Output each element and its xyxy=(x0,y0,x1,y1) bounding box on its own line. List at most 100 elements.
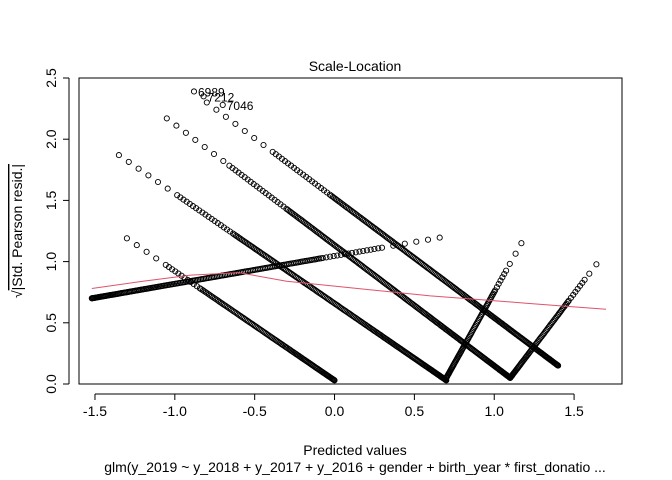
data-point xyxy=(220,224,227,231)
y-tick-label: 1.0 xyxy=(43,252,59,272)
y-tick-label: 0.0 xyxy=(43,374,59,394)
data-point xyxy=(363,247,370,254)
data-point xyxy=(375,245,382,252)
data-point xyxy=(258,250,265,257)
data-point xyxy=(413,238,420,245)
outlier-point xyxy=(190,88,198,95)
y-tick-label: 1.5 xyxy=(43,190,59,210)
y-tick-label: 2.5 xyxy=(43,68,59,88)
data-point xyxy=(154,178,162,186)
data-point xyxy=(182,129,189,136)
data-point xyxy=(226,228,234,235)
data-point xyxy=(497,277,504,284)
x-axis: -1.5 -1.0 -0.5 0.0 0.5 1.0 1.5 xyxy=(83,393,584,419)
rising-band-low xyxy=(88,234,443,302)
y-tick-label: 2.0 xyxy=(43,129,59,149)
data-point xyxy=(367,246,374,253)
data-point xyxy=(196,285,203,292)
data-point xyxy=(506,260,513,267)
falling-band-3 xyxy=(163,115,514,381)
data-point xyxy=(259,251,266,258)
data-point xyxy=(241,127,248,135)
data-point xyxy=(476,315,483,322)
data-point xyxy=(564,299,571,306)
outlier-label: 7212 xyxy=(208,90,235,104)
data-point xyxy=(319,254,326,262)
data-point xyxy=(424,236,432,243)
data-point xyxy=(501,270,508,278)
data-point xyxy=(133,242,140,249)
data-point xyxy=(163,115,170,122)
smoother-line xyxy=(91,272,607,310)
data-point xyxy=(371,245,378,253)
data-point xyxy=(169,266,176,273)
data-point xyxy=(216,298,223,305)
data-point xyxy=(115,152,122,159)
data-point xyxy=(201,143,208,151)
outlier-label: 7046 xyxy=(227,99,254,113)
outlier-label: 6989 xyxy=(198,85,225,99)
data-point xyxy=(323,254,330,261)
data-point xyxy=(246,241,253,249)
y-axis-label-text: |Std. Pearson resid.| xyxy=(9,164,25,290)
data-point xyxy=(199,209,206,216)
data-point xyxy=(239,236,246,243)
data-point xyxy=(586,270,593,277)
data-point xyxy=(245,240,252,248)
data-point xyxy=(581,276,588,283)
data-point xyxy=(331,377,338,384)
data-point xyxy=(135,165,142,172)
data-point xyxy=(211,295,218,302)
data-point xyxy=(213,106,220,113)
data-point xyxy=(153,255,160,262)
data-point xyxy=(143,248,150,255)
data-point xyxy=(327,253,334,260)
data-point xyxy=(593,261,600,268)
data-point xyxy=(240,237,247,244)
plot-box xyxy=(78,77,623,385)
data-point xyxy=(210,150,218,158)
data-point xyxy=(196,207,203,214)
data-point xyxy=(123,235,130,242)
model-formula: glm(y_2019 ~ y_2018 + y_2017 + y_2016 + … xyxy=(104,459,606,475)
data-point xyxy=(205,213,212,220)
data-point xyxy=(222,113,229,120)
data-point xyxy=(252,246,259,253)
radical-sign: √ xyxy=(9,290,25,298)
data-point xyxy=(208,293,215,300)
data-point xyxy=(192,136,199,143)
x-tick-label: -1.5 xyxy=(83,403,107,419)
y-axis-label: √|Std. Pearson resid.| xyxy=(9,164,25,298)
x-axis-label: Predicted values xyxy=(303,442,407,458)
data-point xyxy=(145,172,152,179)
x-tick-label: 1.0 xyxy=(485,403,505,419)
data-point xyxy=(378,244,386,251)
data-point xyxy=(211,217,218,225)
y-axis: 0.0 0.5 1.0 1.5 2.0 2.5 xyxy=(43,68,70,394)
falling-band-2 xyxy=(115,152,450,384)
data-point xyxy=(492,287,499,294)
data-point xyxy=(507,374,514,381)
data-point xyxy=(201,288,208,295)
x-tick-label: -1.0 xyxy=(163,403,187,419)
data-point xyxy=(334,252,341,259)
y-tick-label: 0.5 xyxy=(43,313,59,333)
data-point xyxy=(180,196,187,203)
data-point xyxy=(181,274,188,281)
data-point xyxy=(203,99,210,106)
data-point xyxy=(401,240,408,247)
data-point xyxy=(125,158,132,165)
data-point xyxy=(352,249,359,256)
data-point xyxy=(493,284,500,291)
data-points xyxy=(88,88,600,384)
data-point xyxy=(360,247,367,255)
falling-band-1 xyxy=(123,235,338,384)
falling-band-4 xyxy=(203,99,562,369)
data-point xyxy=(495,280,502,287)
data-point xyxy=(164,185,171,192)
data-point xyxy=(260,141,267,149)
x-tick-label: -0.5 xyxy=(243,403,267,419)
outlier-point xyxy=(219,101,226,108)
